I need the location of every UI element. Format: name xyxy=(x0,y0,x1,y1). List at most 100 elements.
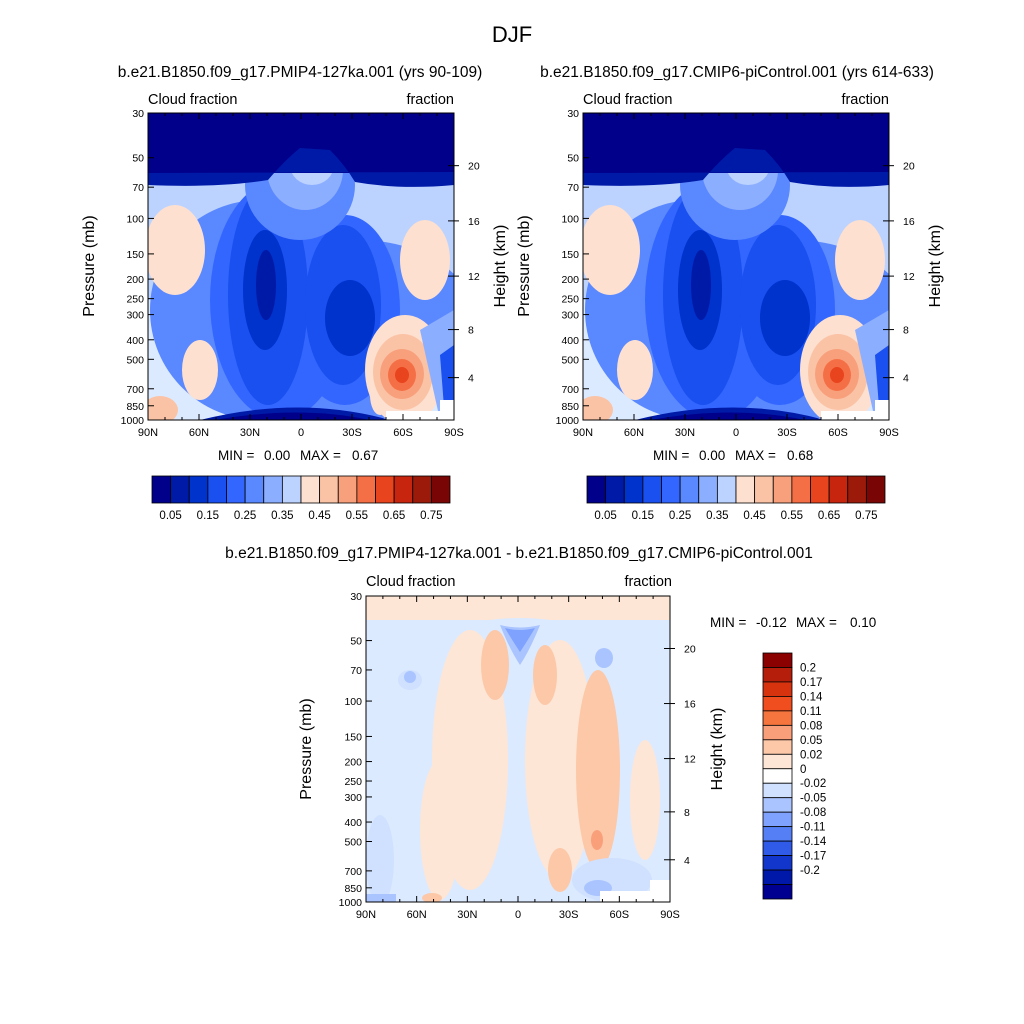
panel-difference-max-label: MAX = xyxy=(796,615,837,630)
colorbar-right-label: 0.55 xyxy=(781,510,803,522)
colorbar-right-swatch xyxy=(679,475,700,504)
colorbar-difference-swatch xyxy=(762,797,793,813)
colorbar-difference-label: 0.11 xyxy=(800,706,822,718)
colorbar-left-swatch xyxy=(281,475,302,504)
colorbar-left-label: 0.75 xyxy=(420,510,442,522)
panel-left-title: b.e21.B1850.f09_g17.PMIP4-127ka.001 (yrs… xyxy=(118,64,483,81)
colorbar-difference-label: 0.14 xyxy=(800,691,823,703)
colorbar-left-swatch xyxy=(393,475,414,504)
panel-right-x-tick-label: 30S xyxy=(777,427,797,439)
panel-right-y-tick-label: 700 xyxy=(561,384,579,396)
colorbar-difference-swatch xyxy=(762,739,793,755)
colorbar-right-swatch xyxy=(605,475,625,504)
panel-difference-x-tick-label: 30N xyxy=(457,909,477,921)
colorbar-difference-label: 0.02 xyxy=(800,749,822,761)
panel-right-ylabel: Pressure (mb) xyxy=(516,215,533,316)
panel-left-x-tick-label: 90S xyxy=(444,427,464,439)
panel-difference-y-tick-label: 1000 xyxy=(339,897,363,909)
panel-difference-x-tick-label: 0 xyxy=(515,909,521,921)
colorbar-left-swatch xyxy=(263,475,283,504)
panel-left-y-tick-label: 100 xyxy=(126,213,144,225)
colorbar-difference-label: 0.17 xyxy=(800,677,822,689)
panel-right-y2-tick-label: 20 xyxy=(903,161,915,173)
colorbar-right: 0.05 0.15 0.25 0.35 0.45 0.55 0.65 0.75 xyxy=(586,475,886,522)
panel-left-y-tick-label: 1000 xyxy=(121,415,145,427)
panel-left-y2-tick-label: 16 xyxy=(468,216,480,228)
panel-left-y-tick-label: 500 xyxy=(126,354,144,366)
panel-left-units: fraction xyxy=(406,92,454,108)
colorbar-difference-swatch xyxy=(762,710,793,726)
panel-right-y-tick-label: 850 xyxy=(561,401,579,413)
panel-difference-title: b.e21.B1850.f09_g17.PMIP4-127ka.001 - b.… xyxy=(225,545,813,562)
panel-difference-y-tick-label: 100 xyxy=(344,696,362,708)
colorbar-left: 0.05 0.15 0.25 0.35 0.45 0.55 0.65 0.75 xyxy=(151,475,451,522)
panel-left-max-value: 0.67 xyxy=(352,448,378,463)
colorbar-left-swatch xyxy=(430,475,451,504)
panel-left-y-tick-label: 200 xyxy=(126,274,144,286)
panel-difference-y2-tick-label: 8 xyxy=(684,807,690,819)
panel-left-x-tick-label: 90N xyxy=(138,427,158,439)
panel-difference-y-tick-label: 50 xyxy=(350,636,362,648)
panel-difference-y-tick-label: 250 xyxy=(344,776,362,788)
panel-difference-y-tick-label: 400 xyxy=(344,817,362,829)
colorbar-left-label: 0.45 xyxy=(308,510,330,522)
panel-left-variable: Cloud fraction xyxy=(148,92,237,108)
colorbar-left-label: 0.65 xyxy=(383,510,405,522)
panel-right-min-label: MIN = xyxy=(653,448,689,463)
colorbar-right-swatch xyxy=(735,475,756,504)
colorbar-left-swatch xyxy=(337,475,358,504)
panel-left-axes: 90N 60N 30N 0 30S 60S 90S 30 50 70 100 150 200 250 300… xyxy=(121,108,480,439)
panel-right-variable: Cloud fraction xyxy=(583,92,672,108)
colorbar-right-swatch xyxy=(865,475,886,504)
colorbar-left-swatch xyxy=(151,475,172,504)
panel-difference-contours xyxy=(366,596,670,902)
panel-right-y2-tick-label: 8 xyxy=(903,325,909,337)
panel-difference-y-tick-label: 700 xyxy=(344,866,362,878)
panel-left-x-tick-label: 60N xyxy=(189,427,209,439)
colorbar-difference: 0.2 0.17 0.14 0.11 0.08 0.05 0.02 0 -0.02 -0.05 -0… xyxy=(762,652,827,900)
panel-right-ylabel-right: Height (km) xyxy=(927,225,944,308)
panel-left-y2-tick-label: 20 xyxy=(468,161,480,173)
panel-right-y-tick-label: 70 xyxy=(567,182,579,194)
colorbar-difference-swatch xyxy=(762,724,793,741)
panel-difference-axes: 90N 60N 30N 0 30S 60S 90S 30 50 70 100 150 200 250 300… xyxy=(339,591,696,921)
panel-right-min-value: 0.00 xyxy=(699,448,725,463)
colorbar-left-label: 0.35 xyxy=(271,510,293,522)
panel-right-x-tick-label: 30N xyxy=(675,427,695,439)
panel-right-max-value: 0.68 xyxy=(787,448,813,463)
panel-difference-y-tick-label: 70 xyxy=(350,665,362,677)
panel-left-y-tick-label: 300 xyxy=(126,310,144,322)
colorbar-difference-label: 0.2 xyxy=(800,662,816,674)
colorbar-left-swatch xyxy=(170,475,190,504)
panel-left-contours xyxy=(148,113,454,420)
panel-left-y-tick-label: 250 xyxy=(126,294,144,306)
panel-difference-y2-tick-label: 20 xyxy=(684,643,696,655)
panel-right-x-tick-label: 90S xyxy=(879,427,899,439)
panel-difference-variable: Cloud fraction xyxy=(366,574,455,590)
panel-left-ylabel: Pressure (mb) xyxy=(81,215,98,316)
panel-left-x-tick-label: 30S xyxy=(342,427,362,439)
colorbar-left-label: 0.25 xyxy=(234,510,256,522)
panel-left-y-tick-label: 400 xyxy=(126,335,144,347)
panel-right-x-tick-label: 60S xyxy=(828,427,848,439)
panel-left-x-tick-label: 0 xyxy=(298,427,304,439)
panel-right-x-tick-label: 90N xyxy=(573,427,593,439)
panel-difference-y2-tick-label: 12 xyxy=(684,754,696,766)
panel-left-y2-tick-label: 8 xyxy=(468,325,474,337)
panel-difference-y-tick-label: 850 xyxy=(344,883,362,895)
panel-right-y-tick-label: 50 xyxy=(567,153,579,165)
colorbar-right-swatch xyxy=(623,475,644,504)
colorbar-left-swatch xyxy=(375,475,395,504)
panel-difference-y-tick-label: 30 xyxy=(350,591,362,603)
panel-difference-units: fraction xyxy=(624,574,672,590)
panel-difference-min-label: MIN = xyxy=(710,615,746,630)
panel-right-x-tick-label: 60N xyxy=(624,427,644,439)
colorbar-difference-swatch xyxy=(762,782,793,799)
colorbar-difference-label: 0.08 xyxy=(800,720,822,732)
colorbar-difference-swatch xyxy=(762,826,793,842)
colorbar-right-swatch xyxy=(698,475,718,504)
colorbar-left-swatch xyxy=(300,475,321,504)
colorbar-difference-swatch xyxy=(762,811,793,828)
panel-left-y-tick-label: 70 xyxy=(132,182,144,194)
